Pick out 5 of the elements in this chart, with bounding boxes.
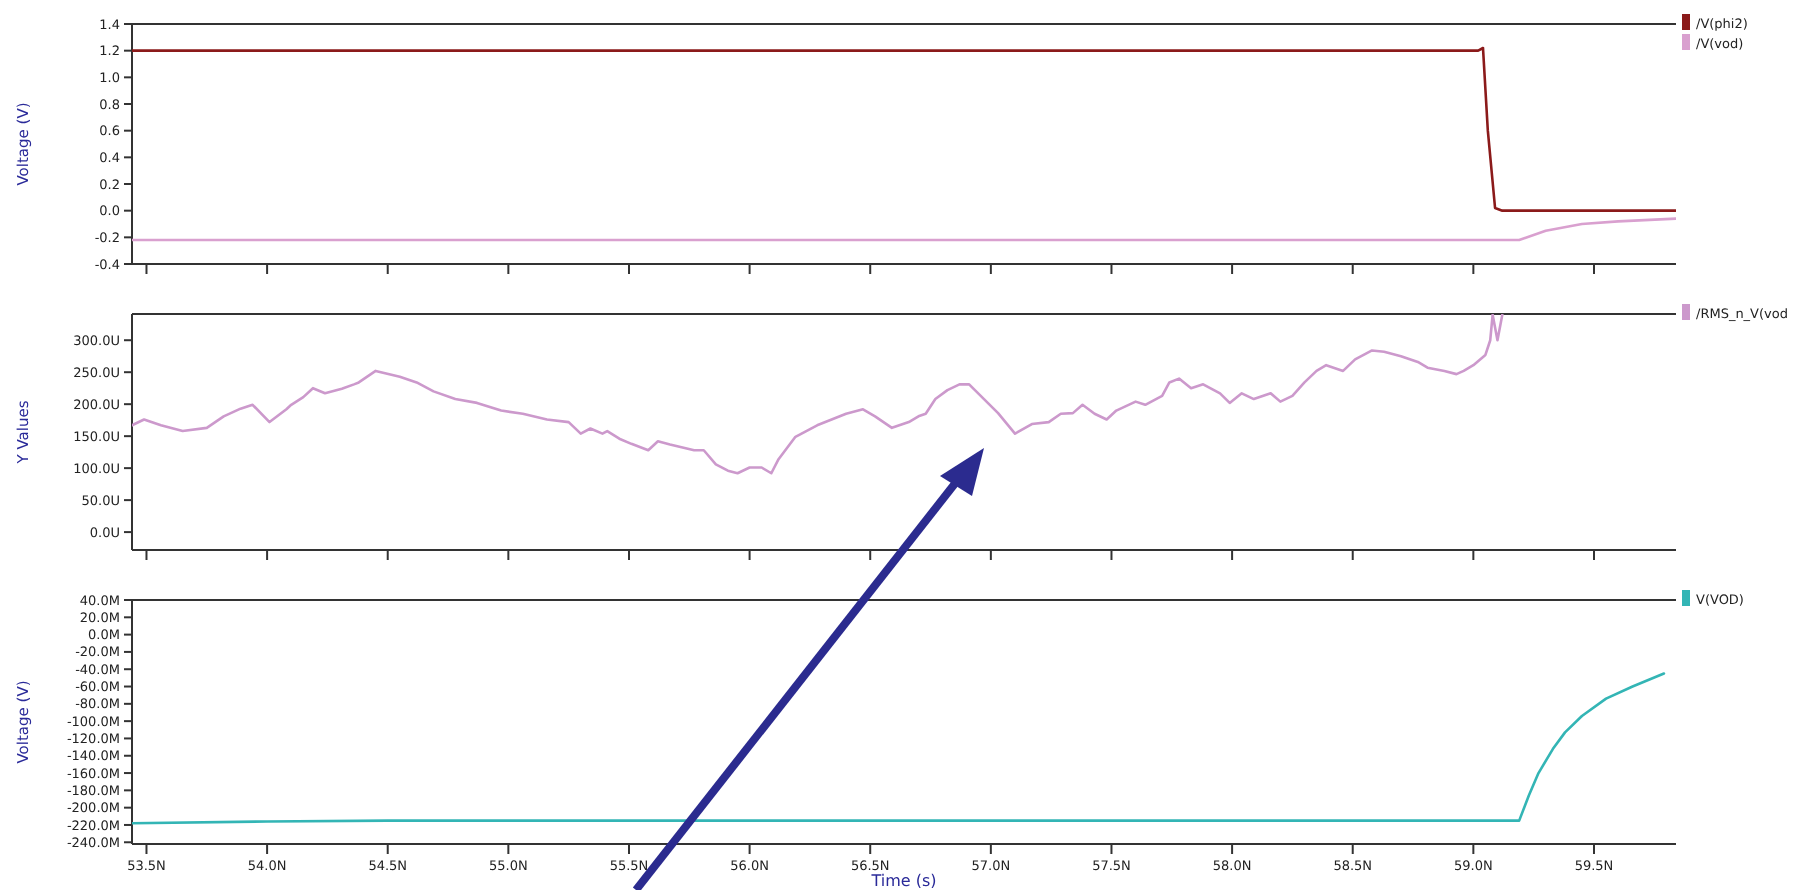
line-series <box>132 46 1676 212</box>
line-series <box>132 314 1504 475</box>
line-series <box>132 672 1666 825</box>
line-series <box>132 217 1676 242</box>
x-axis-title: Time (s) <box>869 872 937 890</box>
